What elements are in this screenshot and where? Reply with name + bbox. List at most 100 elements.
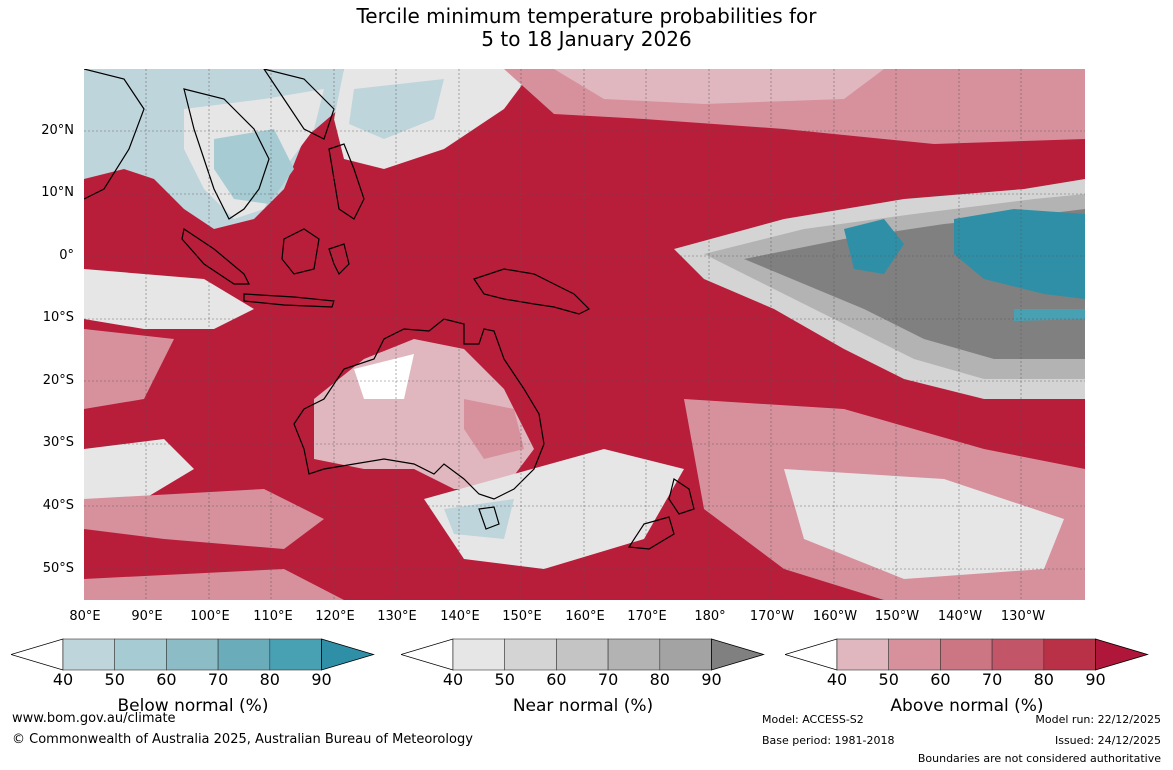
near-normal-south-west: [84, 569, 344, 600]
colorbar-segment: [11, 638, 64, 671]
colorbar-segment: [504, 638, 557, 671]
above-light-north-band-inner: [554, 69, 884, 104]
colorbar-tick-label: 60: [156, 670, 177, 689]
longitude-label: 100°E: [190, 609, 230, 624]
longitude-label: 170°W: [749, 609, 795, 624]
colorbar-segment: [114, 638, 167, 671]
near-normal-south-ocean: [424, 449, 684, 569]
colorbar-segment: [888, 638, 941, 671]
australia-outline: [293, 318, 545, 500]
colorbar-tick-label: 50: [878, 670, 899, 689]
colorbar-tick-label: 40: [442, 670, 464, 689]
issued-date: Issued: 24/12/2025: [1054, 734, 1161, 747]
colorbar-tick-label: 70: [207, 670, 229, 689]
colorbar-tick-label: 60: [930, 670, 951, 689]
above-light-west-ocean: [84, 329, 174, 409]
legend-title-above-normal: Above normal (%): [890, 696, 1044, 716]
below-normal-asia-core: [214, 129, 294, 204]
longitude-label: 140°E: [440, 609, 480, 624]
website-link[interactable]: www.bom.gov.au/climate: [12, 711, 176, 726]
colorbar-near-normal: [401, 638, 765, 671]
colorbar-segment: [556, 638, 609, 671]
china-taiwan-outline: [263, 69, 335, 140]
colorbar-above-normal: [785, 638, 1149, 671]
chart-title-line-1: Tercile minimum temperature probabilitie…: [356, 4, 817, 28]
below-normal-equator-east-3: [1014, 309, 1085, 321]
base-period: Base period: 1981-2018: [762, 734, 895, 747]
colorbar-segment: [940, 638, 993, 671]
longitude-label: 180°: [694, 609, 726, 624]
below-normal-equator-east-1: [844, 219, 904, 274]
indochina-outline: [183, 88, 270, 220]
colorbar-segment: [836, 638, 890, 671]
near-normal-west-south: [84, 439, 194, 499]
model-run-date: Model run: 22/12/2025: [1035, 713, 1161, 726]
colorbar-segment: [401, 638, 454, 671]
colorbar-segment: [659, 638, 712, 671]
latitude-label: 10°S: [42, 310, 74, 325]
borneo-outline: [281, 228, 320, 275]
longitude-label: 150°E: [502, 609, 542, 624]
colorbar-tick-label: 80: [649, 670, 670, 689]
colorbar-tick-label: 80: [1033, 670, 1054, 689]
colorbar-segment: [166, 638, 219, 671]
new-guinea-outline: [473, 268, 591, 315]
india-outline: [84, 69, 145, 200]
below-normal-equator-east-2: [954, 209, 1085, 299]
colorbar-tick-label: 90: [311, 670, 332, 689]
latitude-label: 0°: [59, 248, 74, 263]
legend-title-below-normal: Below normal (%): [117, 696, 269, 716]
longitude-label: 90°E: [131, 609, 163, 624]
boundaries-disclaimer: Boundaries are not considered authoritat…: [917, 752, 1161, 765]
latitude-label: 10°N: [41, 185, 74, 200]
colorbar-segment: [217, 638, 271, 671]
colorbar-segment: [607, 638, 661, 671]
below-normal-south-ocean: [444, 499, 514, 539]
philippines-outline: [328, 143, 365, 220]
colorbar-segment: [991, 638, 1045, 671]
sumatra-outline: [181, 228, 250, 285]
longitude-label: 130°W: [1000, 609, 1046, 624]
copyright-text: © Commonwealth of Australia 2025, Austra…: [12, 732, 473, 747]
colorbar-tick-label: 60: [546, 670, 567, 689]
longitude-label: 120°E: [315, 609, 355, 624]
colorbar-segment: [785, 638, 838, 671]
latitude-label: 20°N: [41, 123, 74, 138]
longitude-label: 140°W: [937, 609, 983, 624]
colorbar-tick-label: 50: [494, 670, 515, 689]
longitude-label: 160°W: [812, 609, 858, 624]
latitude-label: 50°S: [42, 561, 74, 576]
chart-title-line-2: 5 to 18 January 2026: [481, 27, 692, 51]
longitude-label: 160°E: [565, 609, 605, 624]
latitude-label: 20°S: [42, 373, 74, 388]
colorbar-tick-label: 50: [104, 670, 125, 689]
near-normal-southeast: [784, 469, 1064, 579]
colorbar-tick-label: 40: [52, 670, 74, 689]
below-normal-north: [349, 79, 444, 139]
longitude-label: 130°E: [377, 609, 417, 624]
longitude-label: 150°W: [874, 609, 920, 624]
near-normal-australia: [354, 354, 414, 399]
new-zealand-outline: [627, 478, 695, 550]
colorbar-below-normal: [11, 638, 375, 671]
colorbar-segment: [711, 638, 765, 671]
longitude-label: 110°E: [253, 609, 293, 624]
latitude-label: 30°S: [42, 435, 74, 450]
colorbar-tick-label: 90: [701, 670, 722, 689]
model-name: Model: ACCESS-S2: [762, 713, 864, 726]
longitude-label: 80°E: [69, 609, 101, 624]
colorbar-segment: [1095, 638, 1149, 671]
probability-map: [84, 69, 1085, 600]
above-light-southwest: [84, 489, 324, 549]
java-outline: [243, 293, 335, 308]
legend-title-near-normal: Near normal (%): [512, 696, 654, 716]
longitude-label: 170°E: [627, 609, 667, 624]
colorbar-tick-label: 80: [259, 670, 280, 689]
sulawesi-outline: [328, 243, 350, 276]
colorbar-segment: [452, 638, 506, 671]
colorbar-tick-label: 70: [981, 670, 1003, 689]
near-normal-west-ocean: [84, 269, 254, 329]
latitude-label: 40°S: [42, 498, 74, 513]
colorbar-segment: [1043, 638, 1096, 671]
colorbar-tick-label: 70: [597, 670, 619, 689]
